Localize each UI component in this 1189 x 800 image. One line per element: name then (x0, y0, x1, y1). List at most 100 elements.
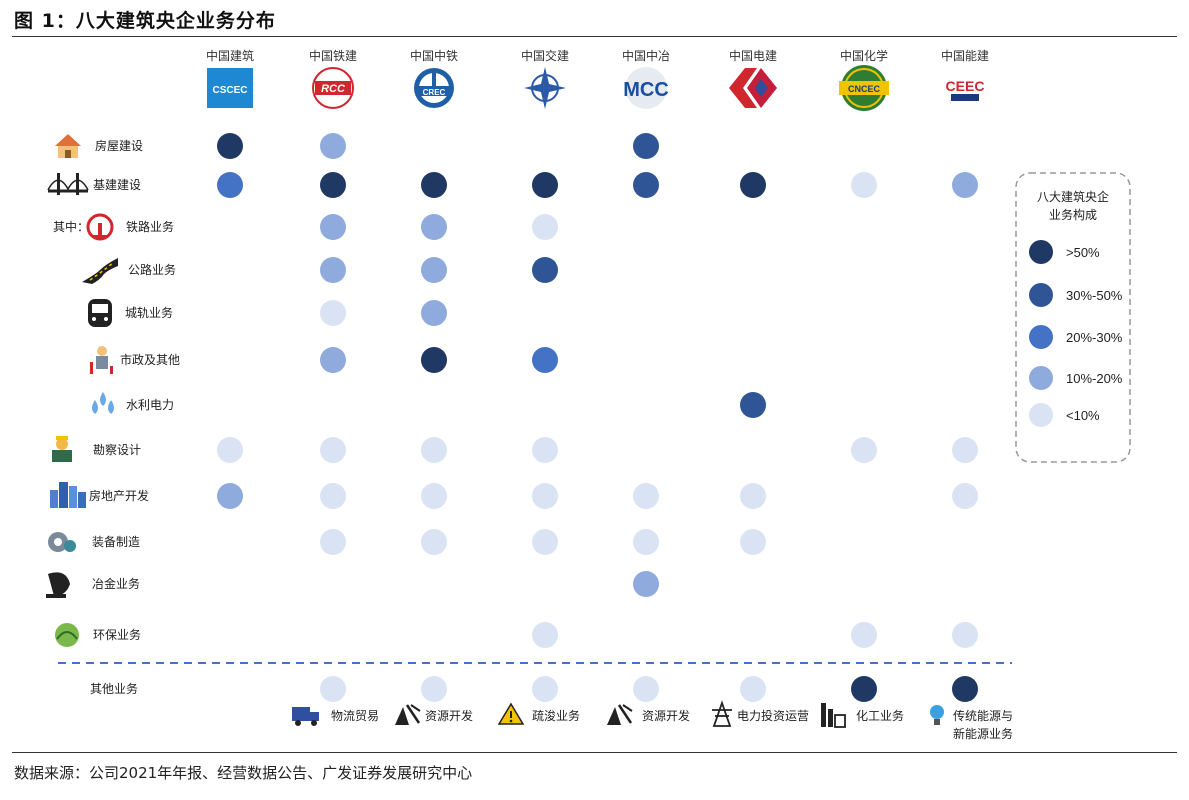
row-label: 其他业务 (90, 681, 138, 696)
other-business-label: 资源开发 (425, 708, 473, 723)
globe-leaf-icon (55, 623, 79, 647)
truck-icon (292, 707, 319, 726)
water-drops-icon (92, 392, 114, 414)
value-dot (532, 172, 558, 198)
value-dot (217, 483, 243, 509)
legend-swatch (1029, 403, 1053, 427)
value-dot (320, 347, 346, 373)
bottom-rule (12, 752, 1177, 753)
logo-text: CREC (423, 88, 446, 97)
value-dot (633, 529, 659, 555)
value-dot (421, 676, 447, 702)
value-dot (633, 571, 659, 597)
value-dot (740, 483, 766, 509)
value-dot (952, 172, 978, 198)
legend-label: <10% (1066, 408, 1100, 423)
mining-icon (607, 704, 633, 725)
top-rule (12, 36, 1177, 37)
row-label: 房屋建设 (95, 138, 143, 153)
cscec-logo-icon: CSCEC (207, 68, 253, 108)
railway-icon (86, 213, 114, 241)
legend-swatch (1029, 240, 1053, 264)
value-dot (532, 437, 558, 463)
figure-title: 图 1：八大建筑央企业务分布 (14, 10, 276, 32)
other-business-label: 资源开发 (642, 708, 690, 723)
value-dot (217, 437, 243, 463)
source-note: 数据来源：公司2021年年报、经营数据公告、广发证券发展研究中心 (14, 764, 473, 782)
value-dot (421, 172, 447, 198)
lightbulb-icon (930, 705, 944, 725)
company-name: 中国建筑 (206, 48, 254, 63)
value-dot (740, 172, 766, 198)
value-dot (633, 676, 659, 702)
value-dot (320, 676, 346, 702)
other-business-label: 电力投资运营 (737, 708, 809, 723)
value-dot (421, 347, 447, 373)
legend-swatch (1029, 283, 1053, 307)
other-business-label: 化工业务 (856, 708, 904, 723)
metro-train-icon (88, 299, 112, 327)
row-label: 房地产开发 (89, 488, 149, 503)
legend-label: 20%-30% (1066, 330, 1123, 345)
value-dot (421, 529, 447, 555)
company-name: 中国化学 (840, 48, 888, 63)
value-dot (320, 483, 346, 509)
value-dot (320, 437, 346, 463)
row-label: 装备制造 (92, 535, 140, 549)
value-dot (320, 300, 346, 326)
row-label: 公路业务 (128, 262, 176, 277)
row-label: 环保业务 (93, 627, 141, 642)
value-dot (217, 172, 243, 198)
value-dot (421, 483, 447, 509)
value-dot (633, 172, 659, 198)
crec-logo-icon: CREC (414, 68, 454, 108)
legend-box (1015, 172, 1131, 463)
row-label: 市政及其他 (120, 352, 180, 367)
other-business-label: 传统能源与 (953, 708, 1013, 723)
value-dot (740, 529, 766, 555)
company-name: 中国中冶 (622, 48, 670, 63)
value-dot (952, 622, 978, 648)
value-dot (952, 676, 978, 702)
legend-label: 30%-50% (1066, 288, 1123, 303)
municipal-worker-icon (90, 346, 113, 374)
row-label: 水利电力 (126, 398, 174, 412)
value-dot (851, 676, 877, 702)
cncec-logo-icon: CNCEC (839, 65, 889, 111)
company-name: 中国交建 (521, 48, 569, 63)
value-dot (217, 133, 243, 159)
legend-swatch (1029, 366, 1053, 390)
logo-text: RCC (321, 83, 346, 95)
prefix-label: 其中： (53, 219, 89, 234)
value-dot (532, 214, 558, 240)
logo-text: CEEC (946, 78, 985, 94)
road-icon (82, 258, 118, 284)
value-dot (421, 300, 447, 326)
row-label: 铁路业务 (126, 219, 174, 234)
company-name: 中国能建 (941, 48, 989, 63)
crcc-logo-icon: RCC (312, 67, 354, 109)
value-dot (421, 257, 447, 283)
value-dot (421, 437, 447, 463)
mining-icon (395, 704, 421, 725)
logo-text: CSCEC (212, 85, 247, 96)
other-business-label: 物流贸易 (331, 709, 379, 723)
legend-label: 10%-20% (1066, 371, 1123, 386)
value-dot (421, 214, 447, 240)
mcc-logo-icon: MCC (623, 67, 669, 109)
value-dot (851, 437, 877, 463)
value-dot (532, 483, 558, 509)
value-dot (851, 172, 877, 198)
value-dot (320, 133, 346, 159)
value-dot (952, 437, 978, 463)
value-dot (320, 257, 346, 283)
legend-swatch (1029, 325, 1053, 349)
city-buildings-icon (50, 482, 86, 508)
value-dot (740, 676, 766, 702)
value-dot (532, 257, 558, 283)
other-business-label: 新能源业务 (953, 726, 1013, 741)
value-dot (320, 529, 346, 555)
value-dot (320, 214, 346, 240)
row-label: 城轨业务 (125, 305, 173, 320)
